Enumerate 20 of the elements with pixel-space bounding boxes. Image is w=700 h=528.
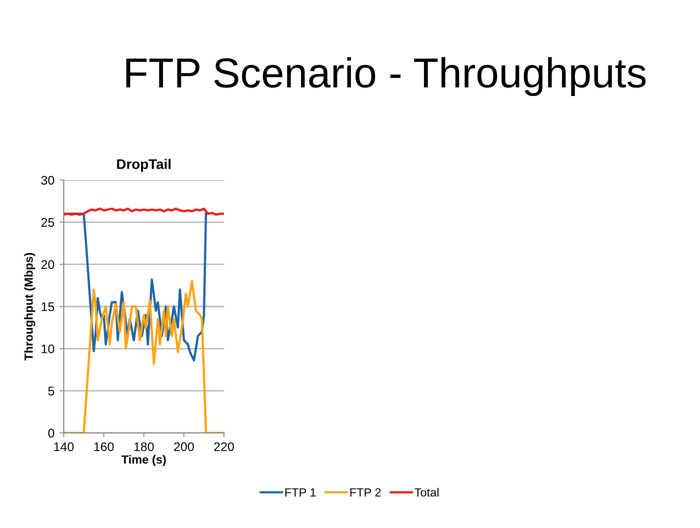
x-tick-label: 160: [94, 442, 114, 452]
y-axis-title: Throughput (Mbps): [24, 252, 36, 360]
legend-label: FTP 1: [285, 488, 316, 496]
y-tick-label: 20: [41, 260, 54, 270]
y-tick-label: 10: [42, 344, 54, 354]
y-tick-label: 0: [48, 428, 54, 438]
y-tick-label: 15: [42, 302, 54, 312]
y-tick-label: 25: [41, 218, 54, 227]
x-tick-label: 220: [214, 442, 234, 452]
x-tick-label: 140: [54, 442, 74, 452]
text: FTP Scenario - Throughputs: [126, 57, 646, 96]
y-tick-label: 5: [48, 386, 54, 396]
x-axis-title: Time (s): [121, 455, 166, 466]
x-tick-label: 180: [134, 442, 154, 452]
chart-title: DropTail: [117, 158, 171, 172]
y-tick-label: 30: [41, 176, 54, 185]
x-tick-label: 200: [174, 442, 194, 452]
line-series: [64, 212, 208, 362]
legend-label: Total: [414, 488, 438, 497]
legend-label: FTP 2: [350, 488, 381, 496]
